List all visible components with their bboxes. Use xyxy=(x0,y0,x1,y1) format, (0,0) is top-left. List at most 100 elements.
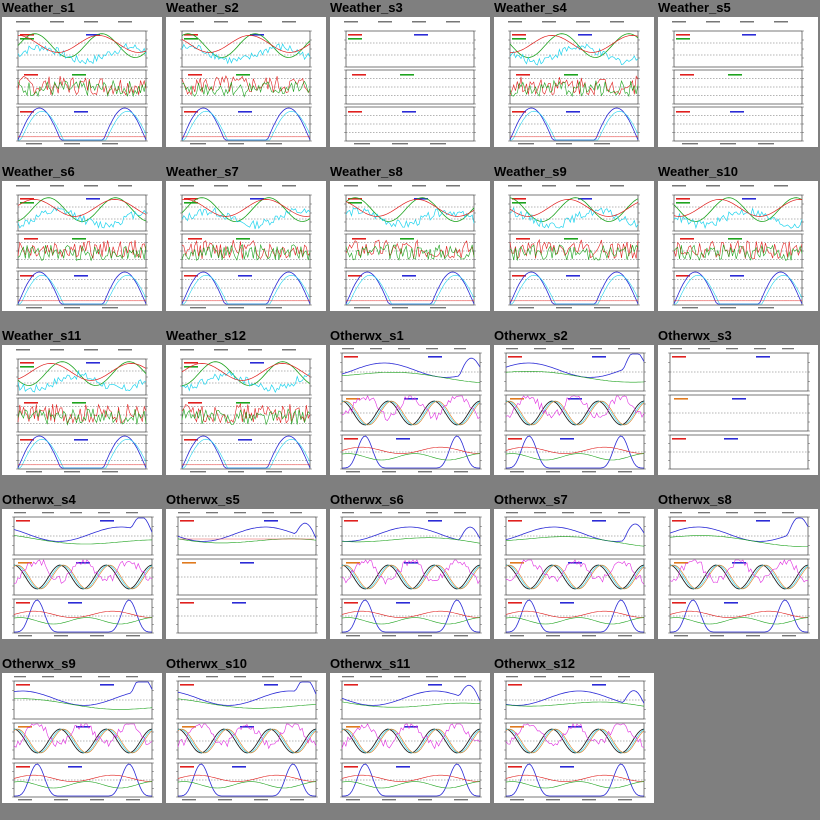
chart-image xyxy=(12,512,154,637)
thumbnail-tile[interactable]: Otherwx_s5 xyxy=(164,492,328,656)
solar-panel xyxy=(505,763,645,797)
chart-thumbnail[interactable] xyxy=(166,17,326,147)
chart-thumbnail[interactable] xyxy=(658,509,818,639)
thumbnail-tile[interactable]: Otherwx_s11 xyxy=(328,656,492,820)
chart-thumbnail[interactable] xyxy=(166,345,326,475)
pressure-panel xyxy=(341,684,481,708)
legend-entry xyxy=(348,275,362,277)
thumbnail-tile[interactable]: Otherwx_s9 xyxy=(0,656,164,820)
chart-thumbnail[interactable] xyxy=(658,17,818,147)
series-line xyxy=(18,110,147,141)
thumbnail-tile[interactable]: Weather_s4 xyxy=(492,0,656,164)
thumbnail-tile[interactable]: Weather_s8 xyxy=(328,164,492,328)
thumbnail-tile[interactable]: Otherwx_s10 xyxy=(164,656,328,820)
legend-entry xyxy=(672,438,686,440)
weather-panel xyxy=(16,69,148,105)
header-text xyxy=(672,21,686,23)
chart-thumbnail[interactable] xyxy=(494,181,654,311)
tile-title: Otherwx_s2 xyxy=(494,328,568,343)
thumbnail-tile[interactable]: Weather_s9 xyxy=(492,164,656,328)
legend-entry xyxy=(396,438,410,440)
series-line xyxy=(177,723,317,750)
header-text xyxy=(342,348,354,350)
legend-entry xyxy=(566,275,580,277)
chart-thumbnail[interactable] xyxy=(330,181,490,311)
header-text xyxy=(534,348,546,350)
thumbnail-tile[interactable]: Otherwx_s1 xyxy=(328,328,492,492)
chart-thumbnail[interactable] xyxy=(494,345,654,475)
otherwx-panel xyxy=(176,722,318,760)
header-text xyxy=(50,185,64,187)
header-text xyxy=(118,21,132,23)
thumbnail-tile[interactable]: Weather_s6 xyxy=(0,164,164,328)
tile-title: Otherwx_s6 xyxy=(330,492,404,507)
legend-entry xyxy=(86,198,100,200)
thumbnail-tile[interactable]: Weather_s1 xyxy=(0,0,164,164)
axis-label xyxy=(354,143,370,145)
thumbnail-tile[interactable]: Weather_s3 xyxy=(328,0,492,164)
thumbnail-tile[interactable]: Weather_s12 xyxy=(164,328,328,492)
chart-thumbnail[interactable] xyxy=(494,17,654,147)
thumbnail-tile[interactable]: Otherwx_s6 xyxy=(328,492,492,656)
chart-thumbnail[interactable] xyxy=(330,673,490,803)
thumbnail-tile[interactable]: Weather_s2 xyxy=(164,0,328,164)
series-line xyxy=(342,599,480,633)
thumbnail-tile[interactable]: Otherwx_s4 xyxy=(0,492,164,656)
chart-thumbnail[interactable] xyxy=(494,509,654,639)
chart-thumbnail[interactable] xyxy=(2,345,162,475)
series-line xyxy=(669,564,809,590)
thumbnail-tile[interactable]: Otherwx_s3 xyxy=(656,328,820,492)
header-text xyxy=(342,676,354,678)
chart-thumbnail[interactable] xyxy=(2,17,162,147)
header-text xyxy=(378,185,392,187)
thumbnail-tile[interactable]: Weather_s10 xyxy=(656,164,820,328)
series-line xyxy=(341,395,481,422)
chart-thumbnail[interactable] xyxy=(2,181,162,311)
axis-label xyxy=(54,799,68,801)
chart-thumbnail[interactable] xyxy=(330,509,490,639)
solar-panel xyxy=(181,271,311,305)
legend-entry xyxy=(396,602,410,604)
otherwx-panel xyxy=(504,516,646,556)
legend-entry xyxy=(184,439,198,441)
chart-thumbnail[interactable] xyxy=(658,181,818,311)
thumbnail-tile[interactable]: Otherwx_s12 xyxy=(492,656,656,820)
thumbnail-tile[interactable]: Weather_s7 xyxy=(164,164,328,328)
chart-thumbnail[interactable] xyxy=(658,345,818,475)
thumbnail-tile[interactable]: Weather_s5 xyxy=(656,0,820,164)
legend-entry xyxy=(348,111,362,113)
chart-thumbnail[interactable] xyxy=(330,17,490,147)
thumbnail-tile[interactable]: Weather_s11 xyxy=(0,328,164,492)
chart-image xyxy=(340,512,482,637)
thumbnail-tile[interactable]: Otherwx_s7 xyxy=(492,492,656,656)
otherwx-panel xyxy=(176,680,318,720)
legend-entry xyxy=(516,74,530,76)
chart-thumbnail[interactable] xyxy=(494,673,654,803)
header-text xyxy=(126,676,138,678)
series-line xyxy=(13,517,153,542)
series-line xyxy=(13,564,153,590)
pressure-panel xyxy=(505,523,645,547)
legend-entry xyxy=(20,275,34,277)
legend-entry xyxy=(674,398,688,400)
series-line xyxy=(341,564,481,590)
chart-thumbnail[interactable] xyxy=(166,673,326,803)
thumbnail-tile[interactable]: Otherwx_s8 xyxy=(656,492,820,656)
chart-thumbnail[interactable] xyxy=(2,673,162,803)
series-line xyxy=(181,402,311,424)
series-line xyxy=(505,723,645,748)
series-line xyxy=(181,199,311,217)
axis-label xyxy=(64,307,80,309)
chart-thumbnail[interactable] xyxy=(330,345,490,475)
chart-thumbnail[interactable] xyxy=(166,181,326,311)
series-line xyxy=(342,435,480,469)
temperature-panel xyxy=(181,33,311,65)
tile-title: Otherwx_s8 xyxy=(658,492,732,507)
legend-entry xyxy=(724,438,738,440)
chart-thumbnail[interactable] xyxy=(2,509,162,639)
pressure-panel xyxy=(341,357,481,383)
series-line xyxy=(177,681,317,706)
thumbnail-tile[interactable]: Otherwx_s2 xyxy=(492,328,656,492)
series-line xyxy=(509,79,639,98)
chart-thumbnail[interactable] xyxy=(166,509,326,639)
